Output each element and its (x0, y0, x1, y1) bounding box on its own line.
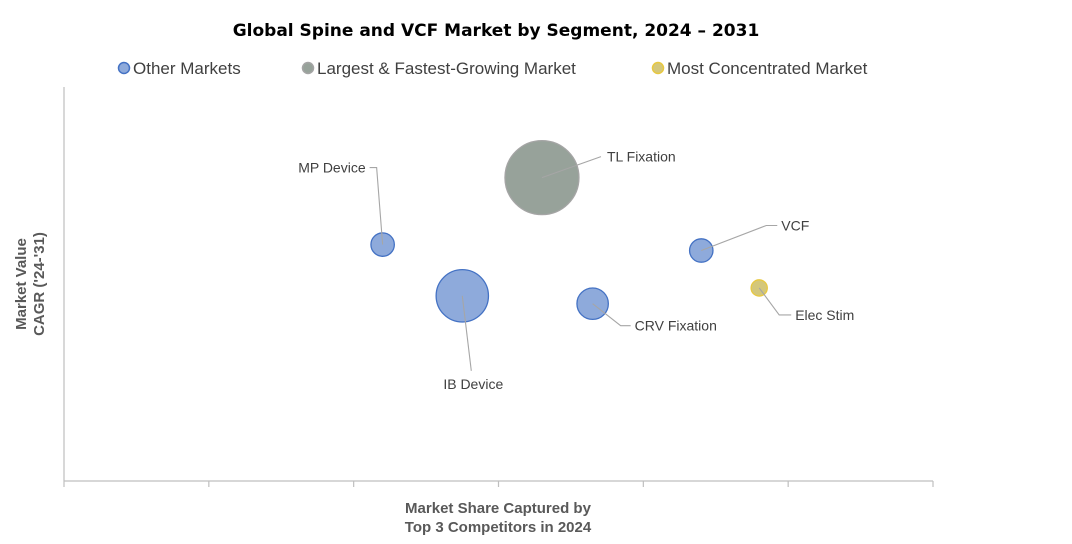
legend-marker (301, 61, 315, 75)
y-axis-title-line-2: CAGR ('24-'31) (31, 232, 48, 336)
y-axis-title: Market Value CAGR ('24-'31) (13, 232, 48, 336)
label-ib-device: IB Device (443, 376, 503, 392)
y-axis-title-line-1: Market Value (13, 238, 30, 330)
legend-label: Most Concentrated Market (667, 59, 868, 78)
bubbles-layer (370, 139, 768, 323)
label-vcf: VCF (781, 218, 809, 234)
bubble-labels-layer: MP Device IB Device TL Fixation CRV Fixatio… (298, 149, 854, 392)
axes (63, 87, 934, 487)
leader-line-crv-fixation (592, 303, 631, 327)
legend-item-largest-fastest-growing-market: Largest & Fastest-Growing Market (301, 59, 576, 78)
label-tl-fixation: TL Fixation (607, 149, 676, 165)
leader-line-ib-device (461, 295, 472, 371)
bubble-ib-device (435, 269, 490, 323)
x-axis-ticks (63, 481, 934, 487)
leader-line-elec-stim (758, 287, 792, 316)
legend-label: Other Markets (133, 59, 241, 78)
legend-item-most-concentrated-market: Most Concentrated Market (651, 59, 868, 78)
leader-line-tl-fixation (541, 156, 602, 179)
x-axis-title-line-2: Top 3 Competitors in 2024 (405, 519, 592, 536)
leader-lines-layer (369, 156, 792, 371)
legend-marker (117, 61, 131, 75)
x-axis-title-line-1: Market Share Captured by (405, 500, 592, 517)
x-axis-title: Market Share Captured by Top 3 Competito… (405, 500, 592, 536)
label-crv-fixation: CRV Fixation (635, 318, 717, 334)
legend: Other Markets Largest & Fastest-Growing M… (117, 59, 868, 78)
label-mp-device: MP Device (298, 160, 366, 176)
chart-title: Global Spine and VCF Market by Segment, … (233, 21, 760, 41)
leader-line-mp-device (369, 167, 384, 245)
legend-marker (651, 61, 665, 75)
bubble-elec-stim (750, 279, 768, 297)
leader-line-vcf (701, 224, 778, 252)
legend-item-other-markets: Other Markets (117, 59, 241, 78)
legend-label: Largest & Fastest-Growing Market (317, 59, 576, 78)
label-elec-stim: Elec Stim (795, 307, 854, 323)
